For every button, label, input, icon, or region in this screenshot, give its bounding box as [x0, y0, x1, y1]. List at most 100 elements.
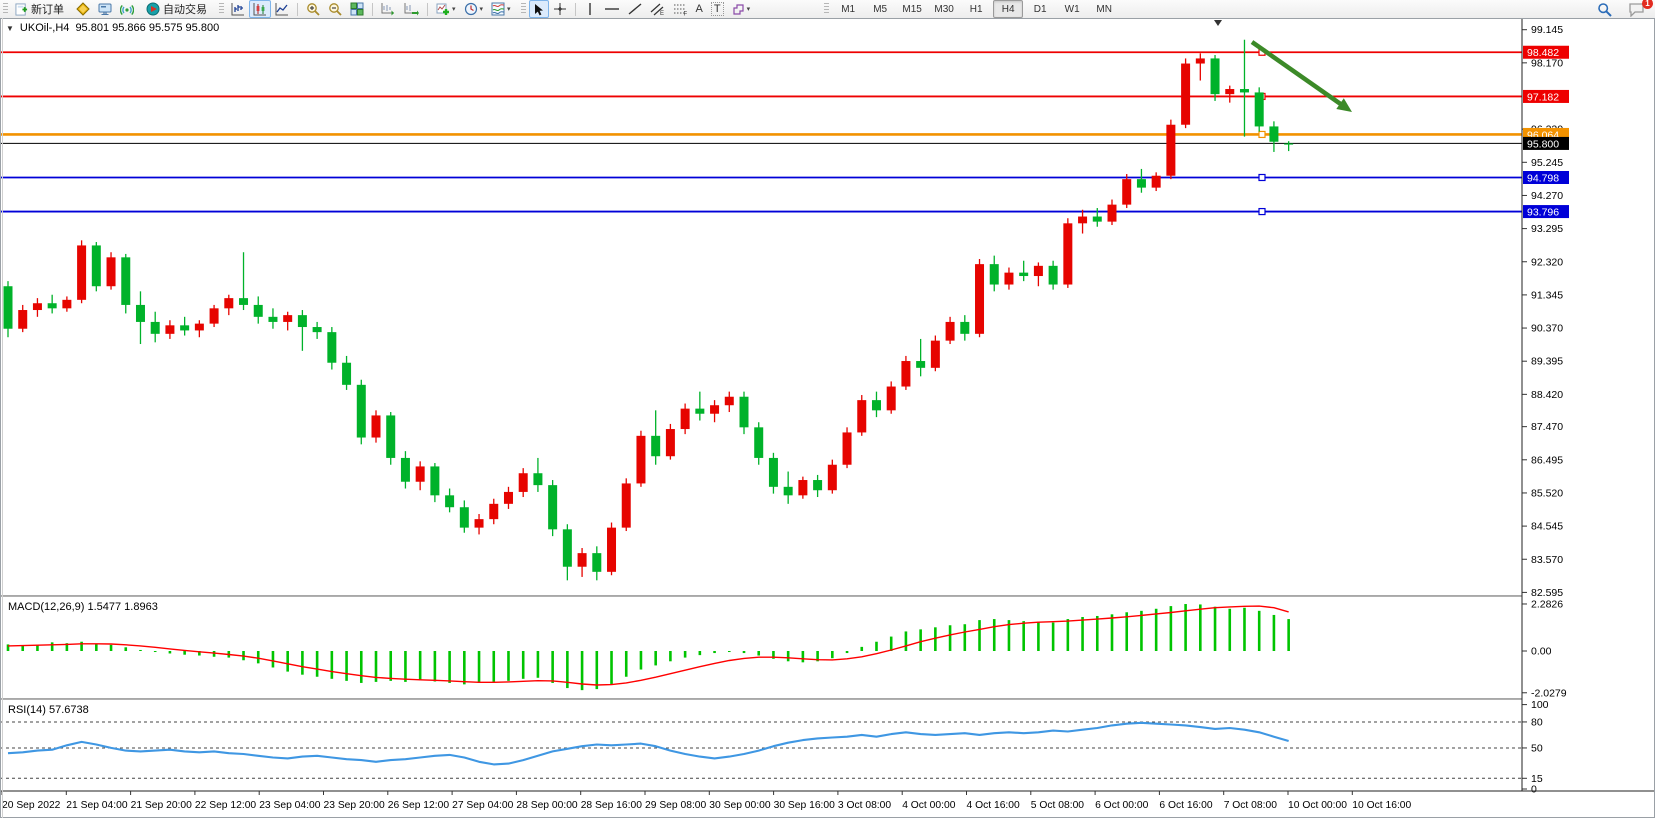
- chart-menu-icon[interactable]: ▼: [6, 23, 14, 33]
- cursor-button[interactable]: [528, 0, 549, 18]
- candle-body: [562, 529, 572, 567]
- hline-handle-94.798[interactable]: [1258, 173, 1266, 182]
- candle-body: [916, 361, 926, 368]
- time-label-12: 30 Sep 16:00: [774, 800, 836, 811]
- arrows-button[interactable]: ▾: [728, 0, 755, 18]
- rsi-scale-label-50: 50: [1531, 742, 1543, 754]
- candle-body: [813, 480, 823, 491]
- chart-shift-marker[interactable]: [1214, 20, 1222, 26]
- candle-body: [1063, 223, 1073, 285]
- timeframe-h1[interactable]: H1: [969, 3, 983, 15]
- signals-button[interactable]: [116, 0, 138, 18]
- auto-scroll-icon: [381, 2, 396, 16]
- text-tool-icon: A: [695, 3, 703, 15]
- horizontal-line-button[interactable]: [600, 0, 624, 18]
- equidistant-channel-icon: E: [650, 2, 665, 16]
- timeframe-mn[interactable]: MN: [1096, 3, 1112, 15]
- trendline-button[interactable]: [624, 0, 646, 18]
- toolbar-grip[interactable]: [219, 3, 224, 15]
- candle-body: [768, 457, 778, 487]
- candle-body: [607, 527, 617, 572]
- trendline-icon: [628, 2, 642, 16]
- autotrading-button[interactable]: 自动交易: [142, 0, 211, 18]
- timeframe-m15[interactable]: M15: [902, 3, 922, 15]
- candle-body: [975, 264, 985, 334]
- hline-price-label-98.482: [1523, 45, 1569, 59]
- candle-body: [106, 257, 116, 287]
- timeframe-m1[interactable]: M1: [841, 3, 856, 15]
- chart-shift-button[interactable]: [400, 0, 423, 18]
- indicators-button[interactable]: ▾: [432, 0, 460, 18]
- toolbar-grip[interactable]: [3, 3, 8, 15]
- timeframe-d1[interactable]: D1: [1033, 3, 1047, 15]
- text-button[interactable]: A: [692, 0, 707, 18]
- candle-body: [489, 503, 499, 520]
- macd-scale-label-2.2826: 2.2826: [1531, 598, 1563, 610]
- candle-body: [371, 415, 381, 438]
- price-tick-label-93.295: 93.295: [1531, 223, 1563, 235]
- toolbar-separator: [427, 2, 428, 16]
- timeframe-m5[interactable]: M5: [873, 3, 888, 15]
- chart-plot-area[interactable]: [0, 18, 1522, 596]
- candle-body: [32, 303, 42, 311]
- candlestick-chart-button[interactable]: [249, 0, 271, 18]
- search-button[interactable]: [1593, 0, 1616, 18]
- trend-arrow-shaft[interactable]: [1250, 40, 1344, 107]
- bar-chart-button[interactable]: [227, 0, 249, 18]
- new-order-button[interactable]: 新订单: [11, 0, 68, 18]
- time-axis[interactable]: [0, 791, 1655, 819]
- timeframe-m30[interactable]: M30: [934, 3, 954, 15]
- zoom-out-icon: [328, 2, 342, 16]
- metaeditor-icon: [76, 2, 90, 16]
- crosshair-button[interactable]: [549, 0, 571, 18]
- auto-scroll-button[interactable]: [377, 0, 400, 18]
- templates-button[interactable]: ▾: [487, 0, 515, 18]
- chart-window: 99.14598.17096.22095.24594.27093.29592.3…: [0, 18, 1655, 819]
- toolbar-separator: [574, 2, 576, 16]
- metaeditor-button[interactable]: [72, 0, 94, 18]
- candle-body: [1195, 58, 1205, 64]
- macd-scale-label-0.00: 0.00: [1531, 646, 1552, 658]
- price-tick-label-99.145: 99.145: [1531, 24, 1563, 36]
- time-label-13: 3 Oct 08:00: [838, 800, 892, 811]
- toolbar-grip[interactable]: [824, 3, 830, 15]
- candle-body: [268, 316, 278, 322]
- new-order-icon: [15, 2, 28, 16]
- zoom-out-button[interactable]: [324, 0, 346, 18]
- text-label-button[interactable]: T: [707, 0, 728, 18]
- candle-body: [91, 245, 101, 287]
- hline-handle-96.064[interactable]: [1258, 130, 1266, 139]
- trend-arrow-head[interactable]: [1336, 98, 1352, 112]
- candle-body: [724, 396, 734, 406]
- notifications-button[interactable]: 1: [1624, 0, 1653, 18]
- trend-arrow[interactable]: [1250, 40, 1352, 112]
- time-label-6: 26 Sep 12:00: [388, 800, 450, 811]
- hline-handle-93.796[interactable]: [1258, 207, 1266, 216]
- fibonacci-button[interactable]: F: [669, 0, 692, 18]
- candle-body: [415, 466, 425, 482]
- chart-canvas: 99.14598.17096.22095.24594.27093.29592.3…: [0, 18, 1655, 819]
- zoom-in-button[interactable]: [302, 0, 324, 18]
- candle-body: [283, 315, 293, 322]
- price-tick-label-88.420: 88.420: [1531, 389, 1563, 401]
- time-label-17: 6 Oct 00:00: [1095, 800, 1149, 811]
- candle-body: [209, 308, 219, 324]
- vertical-line-button[interactable]: [580, 0, 600, 18]
- terminal-button[interactable]: [94, 0, 116, 18]
- candle-body: [165, 325, 175, 334]
- periods-button[interactable]: ▾: [460, 0, 488, 18]
- toolbar-grip[interactable]: [520, 3, 526, 15]
- tile-windows-button[interactable]: [346, 0, 368, 18]
- candle-body: [47, 303, 57, 309]
- add-indicator-icon: [436, 2, 450, 16]
- dropdown-icon: ▾: [452, 6, 456, 13]
- timeframe-h4[interactable]: H4: [993, 0, 1024, 18]
- chart-ohlc-values: 95.801 95.866 95.575 95.800: [75, 22, 220, 34]
- equidistant-channel-button[interactable]: E: [646, 0, 669, 18]
- timeframe-w1[interactable]: W1: [1064, 3, 1080, 15]
- autotrading-label: 自动交易: [163, 4, 207, 16]
- price-tick-label-90.370: 90.370: [1531, 323, 1563, 335]
- candle-body: [1078, 216, 1088, 224]
- line-chart-button[interactable]: [271, 0, 293, 18]
- candle-body: [297, 315, 307, 328]
